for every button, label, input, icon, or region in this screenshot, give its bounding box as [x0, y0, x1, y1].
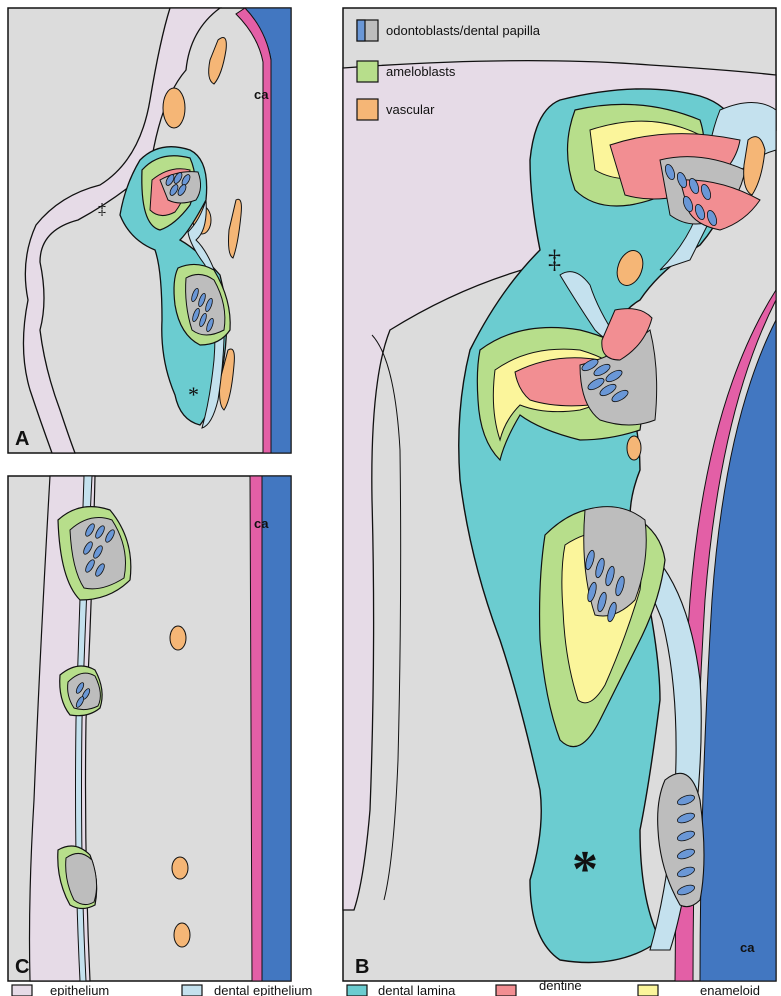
legend-label-ameloblasts: ameloblasts	[386, 64, 456, 79]
legend-label-epithelium: epithelium	[50, 983, 109, 996]
legend-label-dental-epithelium: dental epithelium	[214, 983, 312, 996]
panel-a-label: A	[15, 428, 29, 450]
legend-label-dentine: dentine	[539, 978, 582, 993]
legend-top: odontoblasts/dental papilla ameloblasts …	[356, 19, 541, 121]
panel-b: ‡ * ca B odontoblasts/dental papilla ame…	[342, 7, 777, 982]
legend-swatch-odontoblasts	[356, 19, 379, 42]
legend-swatch-epithelium	[11, 984, 33, 996]
panel-b-label: B	[355, 956, 369, 978]
panel-c-label: C	[15, 956, 29, 978]
legend-swatch-dentine	[495, 984, 517, 996]
legend-swatch-dental-epithelium	[181, 984, 203, 996]
legend-swatch-vascular	[356, 98, 379, 121]
legend-swatch-ameloblasts	[356, 60, 379, 83]
panel-a-dagger: ‡	[98, 201, 106, 218]
panel-a: ‡ * ca A	[7, 7, 292, 454]
panel-a-ca: ca	[254, 87, 269, 102]
legend-swatch-enameloid	[637, 984, 659, 996]
panel-b-ca: ca	[740, 940, 755, 955]
panel-a-star: *	[188, 382, 199, 407]
legend-label-vascular: vascular	[386, 102, 435, 117]
legend-label-odontoblasts: odontoblasts/dental papilla	[386, 23, 541, 38]
legend-swatch-dental-lamina	[346, 984, 368, 996]
legend-bottom: epithelium dental epithelium dental lami…	[11, 978, 760, 996]
panel-c-ca: ca	[254, 516, 269, 531]
panel-b-star: *	[572, 841, 598, 898]
panel-b-dagger: ‡	[548, 245, 561, 274]
legend-label-enameloid: enameloid	[700, 983, 760, 996]
panel-c: ca C	[7, 475, 292, 982]
legend-label-dental-lamina: dental lamina	[378, 983, 456, 996]
